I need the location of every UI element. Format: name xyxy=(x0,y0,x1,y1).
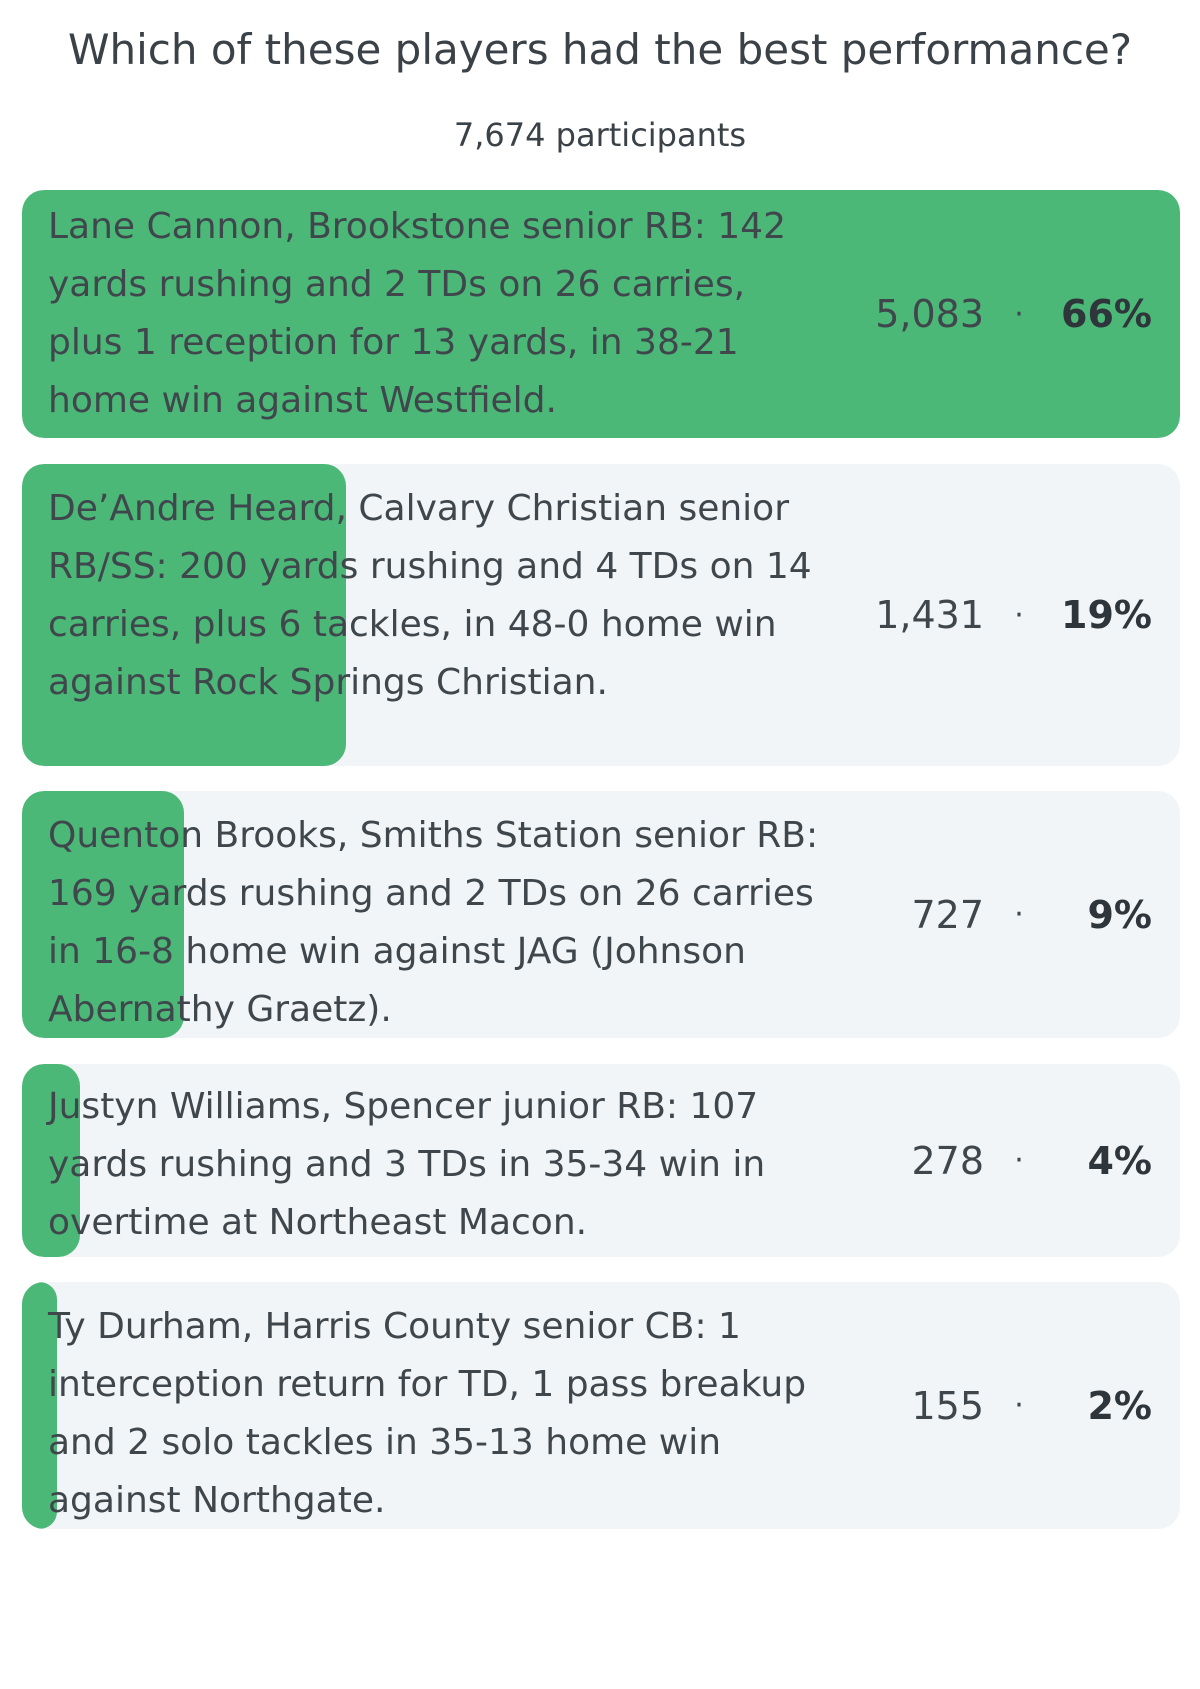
option-stats: 278 · 4% xyxy=(844,1064,1152,1257)
separator-dot: · xyxy=(1014,597,1024,633)
vote-count: 278 xyxy=(911,1138,984,1183)
vote-percent: 19% xyxy=(1061,593,1152,637)
result-bar xyxy=(22,791,184,1038)
vote-count: 727 xyxy=(911,892,984,937)
poll-option-lane-cannon[interactable]: Lane Cannon, Brookstone senior RB: 142 y… xyxy=(22,190,1180,438)
vote-percent: 2% xyxy=(1087,1383,1152,1428)
poll-option-deandre-heard[interactable]: De’Andre Heard, Calvary Christian senior… xyxy=(22,464,1180,766)
option-text: De’Andre Heard, Calvary Christian senior… xyxy=(48,488,812,703)
poll-option-ty-durham[interactable]: Ty Durham, Harris County senior CB: 1 in… xyxy=(22,1282,1180,1529)
separator-dot: · xyxy=(1014,296,1024,332)
result-bar xyxy=(22,190,1180,438)
vote-count: 5,083 xyxy=(875,292,984,336)
option-stats: 727 · 9% xyxy=(844,791,1152,1038)
poll-option-justyn-williams[interactable]: Justyn Williams, Spencer junior RB: 107 … xyxy=(22,1064,1180,1257)
option-text: Quenton Brooks, Smiths Station senior RB… xyxy=(48,815,819,1030)
option-stats: 155 · 2% xyxy=(844,1282,1152,1529)
option-text: Justyn Williams, Spencer junior RB: 107 … xyxy=(48,1086,766,1243)
vote-percent: 4% xyxy=(1087,1138,1152,1183)
separator-dot: · xyxy=(1014,897,1024,932)
vote-percent: 66% xyxy=(1061,292,1152,336)
vote-percent: 9% xyxy=(1087,892,1152,937)
result-bar xyxy=(22,1282,57,1529)
vote-count: 1,431 xyxy=(875,593,984,637)
vote-count: 155 xyxy=(911,1383,984,1428)
poll-question: Which of these players had the best perf… xyxy=(67,25,1133,74)
result-bar xyxy=(22,1064,80,1257)
option-stats: 5,083 · 66% xyxy=(844,190,1152,438)
separator-dot: · xyxy=(1014,1143,1024,1178)
poll-option-quenton-brooks[interactable]: Quenton Brooks, Smiths Station senior RB… xyxy=(22,791,1180,1038)
separator-dot: · xyxy=(1014,1388,1024,1423)
option-text: Lane Cannon, Brookstone senior RB: 142 y… xyxy=(48,206,786,421)
option-stats: 1,431 · 19% xyxy=(844,464,1152,766)
participant-count: 7,674 participants xyxy=(453,116,747,154)
result-bar xyxy=(22,464,346,766)
option-text: Ty Durham, Harris County senior CB: 1 in… xyxy=(48,1306,807,1521)
